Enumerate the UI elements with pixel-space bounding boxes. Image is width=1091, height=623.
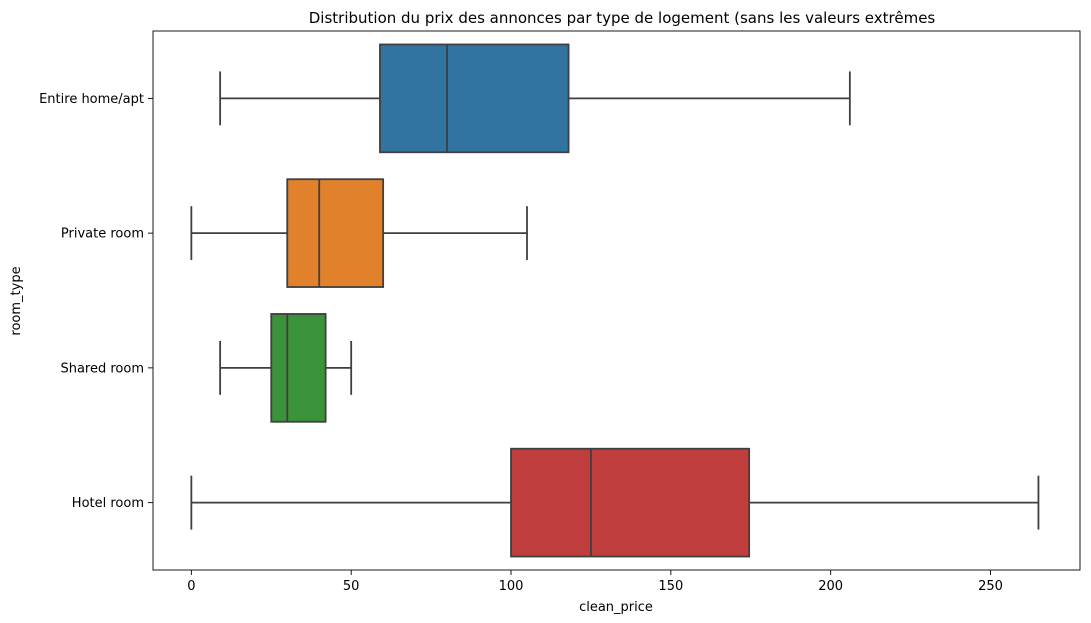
x-axis-label: clean_price (579, 600, 653, 615)
x-tick-label: 250 (978, 579, 1003, 594)
box-hotel-room (510, 447, 751, 558)
x-tick-label: 100 (499, 579, 524, 594)
y-tick-label-entire-home-apt: Entire home/apt (39, 92, 144, 107)
box-entire-home-apt (379, 43, 570, 154)
y-tick-label-private-room: Private room (61, 227, 144, 242)
y-tick-label-hotel-room: Hotel room (72, 496, 144, 511)
y-axis-label: room_type (9, 266, 24, 335)
plot-area: 0 50 100 150 200 250 Entire home/apt Private ro… (39, 30, 1081, 594)
y-tick-label-shared-room: Shared room (60, 361, 144, 376)
plot-frame (152, 30, 1081, 571)
box-private-room (286, 178, 385, 288)
box-shared-room (270, 313, 327, 423)
x-tick-label: 0 (187, 579, 195, 594)
chart-title: Distribution du prix des annonces par ty… (309, 9, 936, 27)
x-tick-label: 200 (818, 579, 843, 594)
x-tick-label: 50 (343, 579, 360, 594)
x-tick-label: 150 (658, 579, 683, 594)
